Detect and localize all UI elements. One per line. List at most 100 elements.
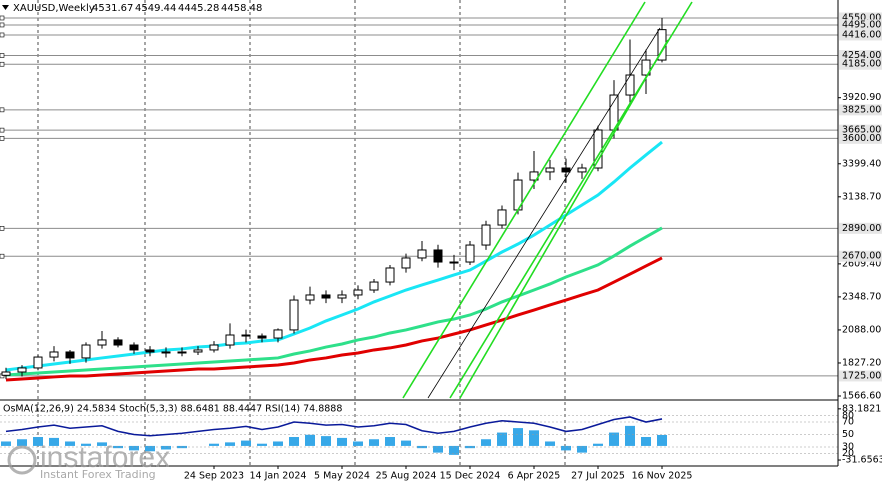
moving-average: [5, 140, 663, 372]
level-label: 3600.00: [842, 133, 881, 144]
level-label: 4495.00: [842, 19, 881, 30]
osma-bar: [545, 441, 555, 446]
candle-body: [97, 339, 107, 346]
regression-line: [427, 27, 661, 399]
level-label-box: [839, 19, 882, 31]
level-label: 2670.00: [842, 251, 881, 262]
candle-body: [273, 329, 283, 339]
y-tick-label: 1827.20: [842, 357, 881, 368]
level-label: 4254.00: [842, 50, 881, 61]
osma-bar: [481, 439, 491, 446]
x-tick-label: 24 Sep 2023: [184, 471, 244, 482]
level-label-box: [839, 124, 882, 136]
level-marker: [0, 22, 5, 28]
candle-body: [545, 167, 555, 173]
price-axis-background: [838, 0, 882, 483]
watermark-tagline: Instant Forex Trading: [40, 468, 156, 481]
level-marker: [0, 226, 5, 231]
x-tick-label: 25 Aug 2024: [376, 471, 437, 482]
osma-bar: [289, 437, 299, 446]
menu-arrow: [2, 5, 9, 10]
level-label: 1725.00: [842, 370, 881, 381]
level-label-box: [839, 104, 882, 116]
level-label-box: [839, 29, 882, 41]
level-label-box: [839, 12, 882, 24]
candle-body: [641, 59, 651, 76]
candle-body: [321, 294, 331, 299]
osma-bar: [305, 434, 315, 446]
level-label-box: [839, 250, 882, 262]
candle-body: [337, 294, 347, 299]
level-marker: [0, 127, 5, 133]
level-label-box: [839, 132, 882, 144]
axes: 1566.60 1827.20 2088.00 2348.70 2609.40 3138.…: [184, 12, 882, 482]
moving-averages: [5, 140, 663, 382]
level-label: 4550.00: [842, 12, 881, 23]
level-marker: [0, 53, 5, 58]
candle-body: [481, 224, 491, 246]
candle-body: [113, 339, 123, 346]
level-label-box: [839, 222, 882, 234]
osma-bar: [241, 440, 251, 446]
y-tick-label: 3399.40: [842, 158, 881, 169]
level-label-box: [839, 370, 882, 382]
osma-bar: [529, 430, 539, 446]
osma-bar: [433, 445, 443, 453]
candle-body: [33, 356, 43, 369]
level-marker: [0, 61, 5, 67]
osma-bar: [97, 442, 107, 446]
osma-bar: [609, 432, 619, 446]
level-marker: [0, 15, 5, 21]
moving-average: [5, 226, 663, 377]
candle-body: [401, 257, 411, 269]
level-marker: [0, 253, 5, 259]
level-label: 3825.00: [842, 104, 881, 115]
candle-body: [305, 294, 315, 301]
candle-body: [465, 244, 475, 263]
header-low: 4445.28: [178, 3, 219, 14]
osma-bar: [321, 436, 331, 446]
osma-bar: [81, 443, 91, 446]
osma-bar: [401, 440, 411, 446]
y-tick-label: 3138.70: [842, 191, 881, 202]
y-tick-label: 2609.40: [842, 258, 881, 269]
candle-body: [49, 351, 59, 358]
osma-bar: [33, 437, 43, 446]
level-label: 3665.00: [842, 125, 881, 136]
y-tick-label: 2348.70: [842, 291, 881, 302]
osma-bar: [449, 445, 459, 455]
osma-bar: [225, 442, 235, 446]
channel-line: [402, 1, 646, 399]
osma-bar: [129, 445, 139, 451]
candle-body: [177, 351, 187, 354]
y-tick-label: 2088.00: [842, 324, 881, 335]
candle-body: [417, 249, 427, 259]
candle-body: [561, 167, 571, 173]
candle-body: [369, 281, 379, 291]
y-tick-label: 3920.90: [842, 92, 881, 103]
osma-bar: [513, 428, 523, 446]
osma-bar: [625, 425, 635, 446]
symbol-title: XAUUSD,Weekly: [13, 3, 95, 14]
osma-bar: [561, 445, 571, 451]
candle-body: [1, 371, 11, 376]
candle-body: [145, 349, 155, 353]
osma-bar: [657, 434, 667, 446]
osma-bar: [209, 443, 219, 446]
x-tick-label: 6 Apr 2025: [508, 471, 561, 482]
level-marker: [0, 107, 5, 113]
osma-bar: [273, 441, 283, 446]
channels: [402, 1, 693, 399]
y-tick-label: 1566.60: [842, 390, 881, 401]
candle-body: [257, 335, 267, 339]
osma-bar: [577, 445, 587, 453]
candle-body: [433, 249, 443, 263]
osma-bar: [497, 432, 507, 446]
osma-tick-label: 83.1821: [842, 403, 881, 414]
candle-body: [289, 299, 299, 331]
level-marker: [0, 32, 5, 38]
candle-body: [81, 344, 91, 359]
rsi-tick-label: 80: [842, 410, 854, 421]
